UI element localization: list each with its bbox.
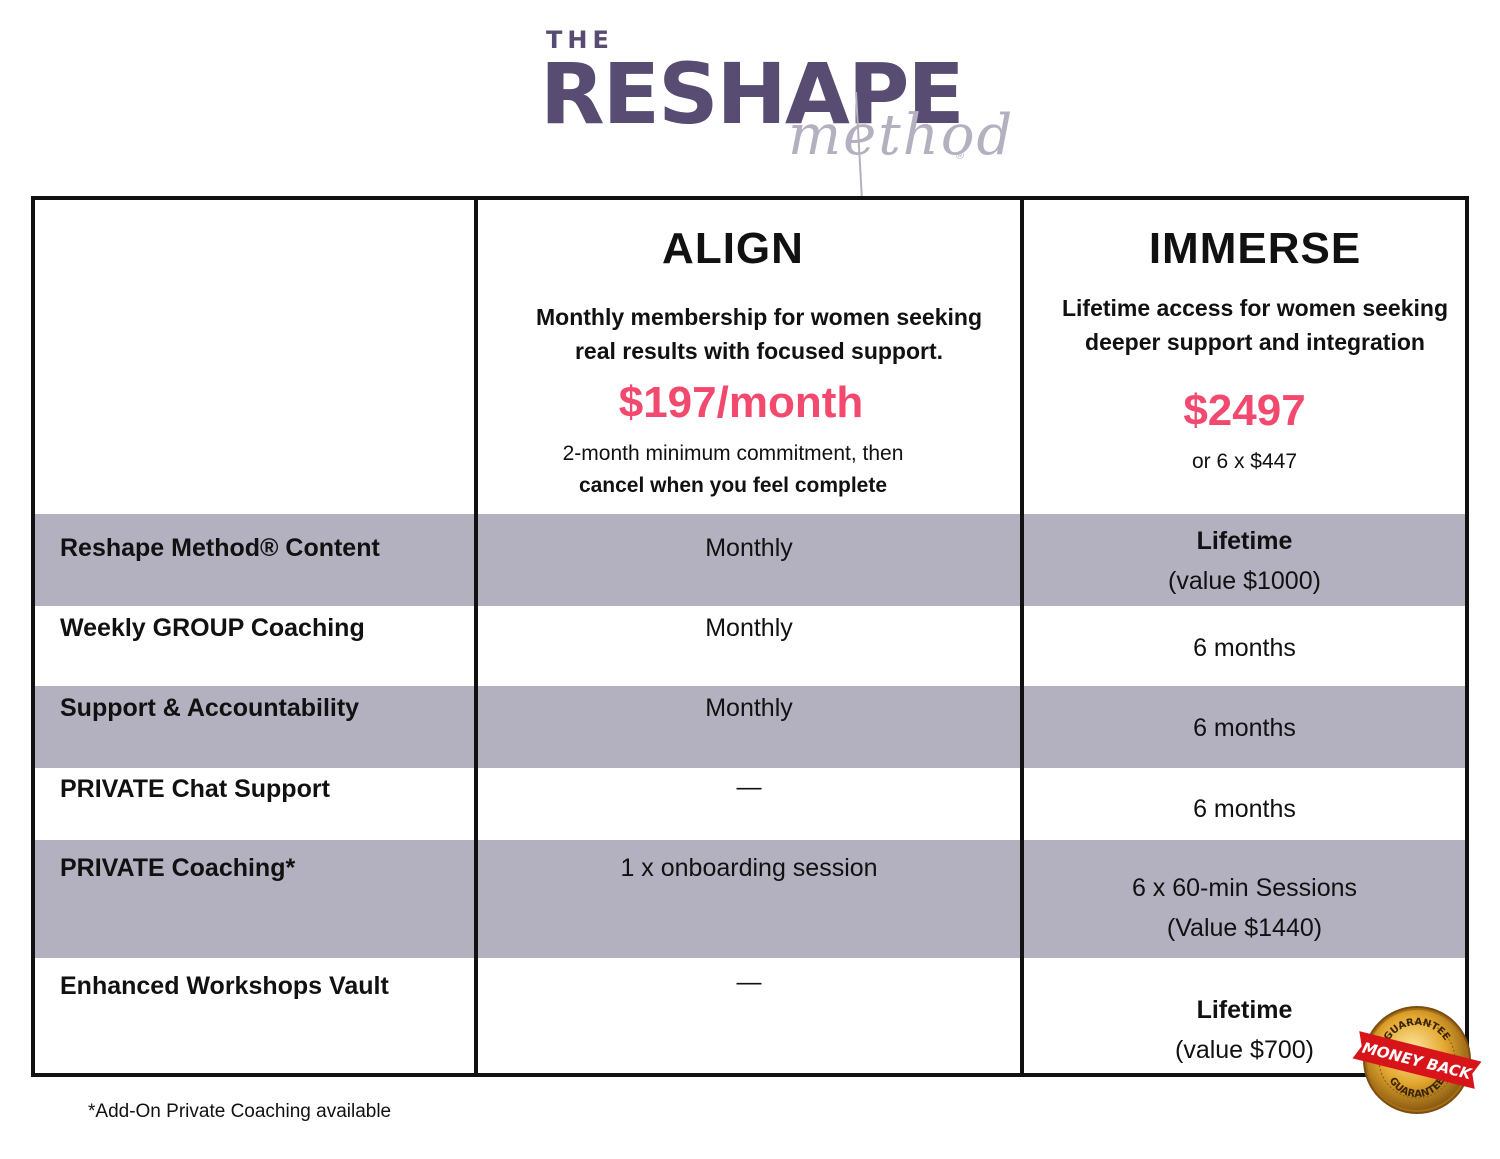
logo-registered-mark: ® [956,150,965,162]
feature-label: Support & Accountability [60,694,360,722]
footnote: *Add-On Private Coaching available [88,1101,392,1122]
logo-script-text: method [788,103,1015,168]
comparison-table: ALIGN Monthly membership for women seeki… [31,196,1469,1077]
brand-logo: THE RESHAPE method ® [0,0,1500,201]
immerse-value: Lifetime (value $1000) [1168,527,1321,595]
logo-the-text: THE [546,26,614,54]
align-value: — [736,968,762,996]
align-value: 1 x onboarding session [620,854,878,882]
plan-commitment-note: 2-month minimum commitment, then cancel … [562,442,904,497]
plan-payment-option: or 6 x $447 [1191,450,1298,473]
table-row: Enhanced Workshops Vault — Lifetime (val… [35,958,1465,1073]
plan-description: Monthly membership for women seeking rea… [535,304,983,364]
immerse-value: 6 months [1193,634,1296,662]
table-row: Reshape Method® Content Monthly Lifetime… [35,514,1465,606]
column-divider [1020,200,1024,1073]
align-value: Monthly [705,614,793,642]
feature-label: PRIVATE Chat Support [60,775,330,803]
plan-description: Lifetime access for women seeking deeper… [1061,295,1449,355]
plan-name: IMMERSE [1148,224,1362,273]
column-divider [474,200,478,1073]
plan-header-align: ALIGN Monthly membership for women seeki… [478,200,1020,514]
feature-label: Weekly GROUP Coaching [60,614,365,642]
feature-label: PRIVATE Coaching* [60,854,296,882]
immerse-value: 6 x 60-min Sessions (Value $1440) [1131,874,1358,942]
table-row: Weekly GROUP Coaching Monthly 6 months [35,606,1465,686]
immerse-value: Lifetime (value $700) [1175,996,1314,1064]
feature-label: Enhanced Workshops Vault [60,972,389,1000]
logo-flourish-stroke [855,91,863,201]
table-row: PRIVATE Chat Support — 6 months [35,768,1465,840]
table-row: Support & Accountability Monthly 6 month… [35,686,1465,768]
align-value: — [736,773,762,801]
table-row: PRIVATE Coaching* 1 x onboarding session… [35,840,1465,958]
immerse-value: 6 months [1193,714,1296,742]
immerse-value: 6 months [1193,795,1296,823]
align-value: Monthly [705,694,793,722]
plan-price: $197/month [618,378,864,427]
plan-header-immerse: IMMERSE Lifetime access for women seekin… [1024,200,1465,514]
feature-label: Reshape Method® Content [60,534,380,562]
align-value: Monthly [705,534,793,562]
plan-price: $2497 [1183,386,1306,435]
money-back-guarantee-badge: GUARANTEE GUARANTEE MONEY BACK [1352,1006,1482,1114]
plan-name: ALIGN [662,224,804,273]
logo-main-text: RESHAPE [540,45,965,143]
